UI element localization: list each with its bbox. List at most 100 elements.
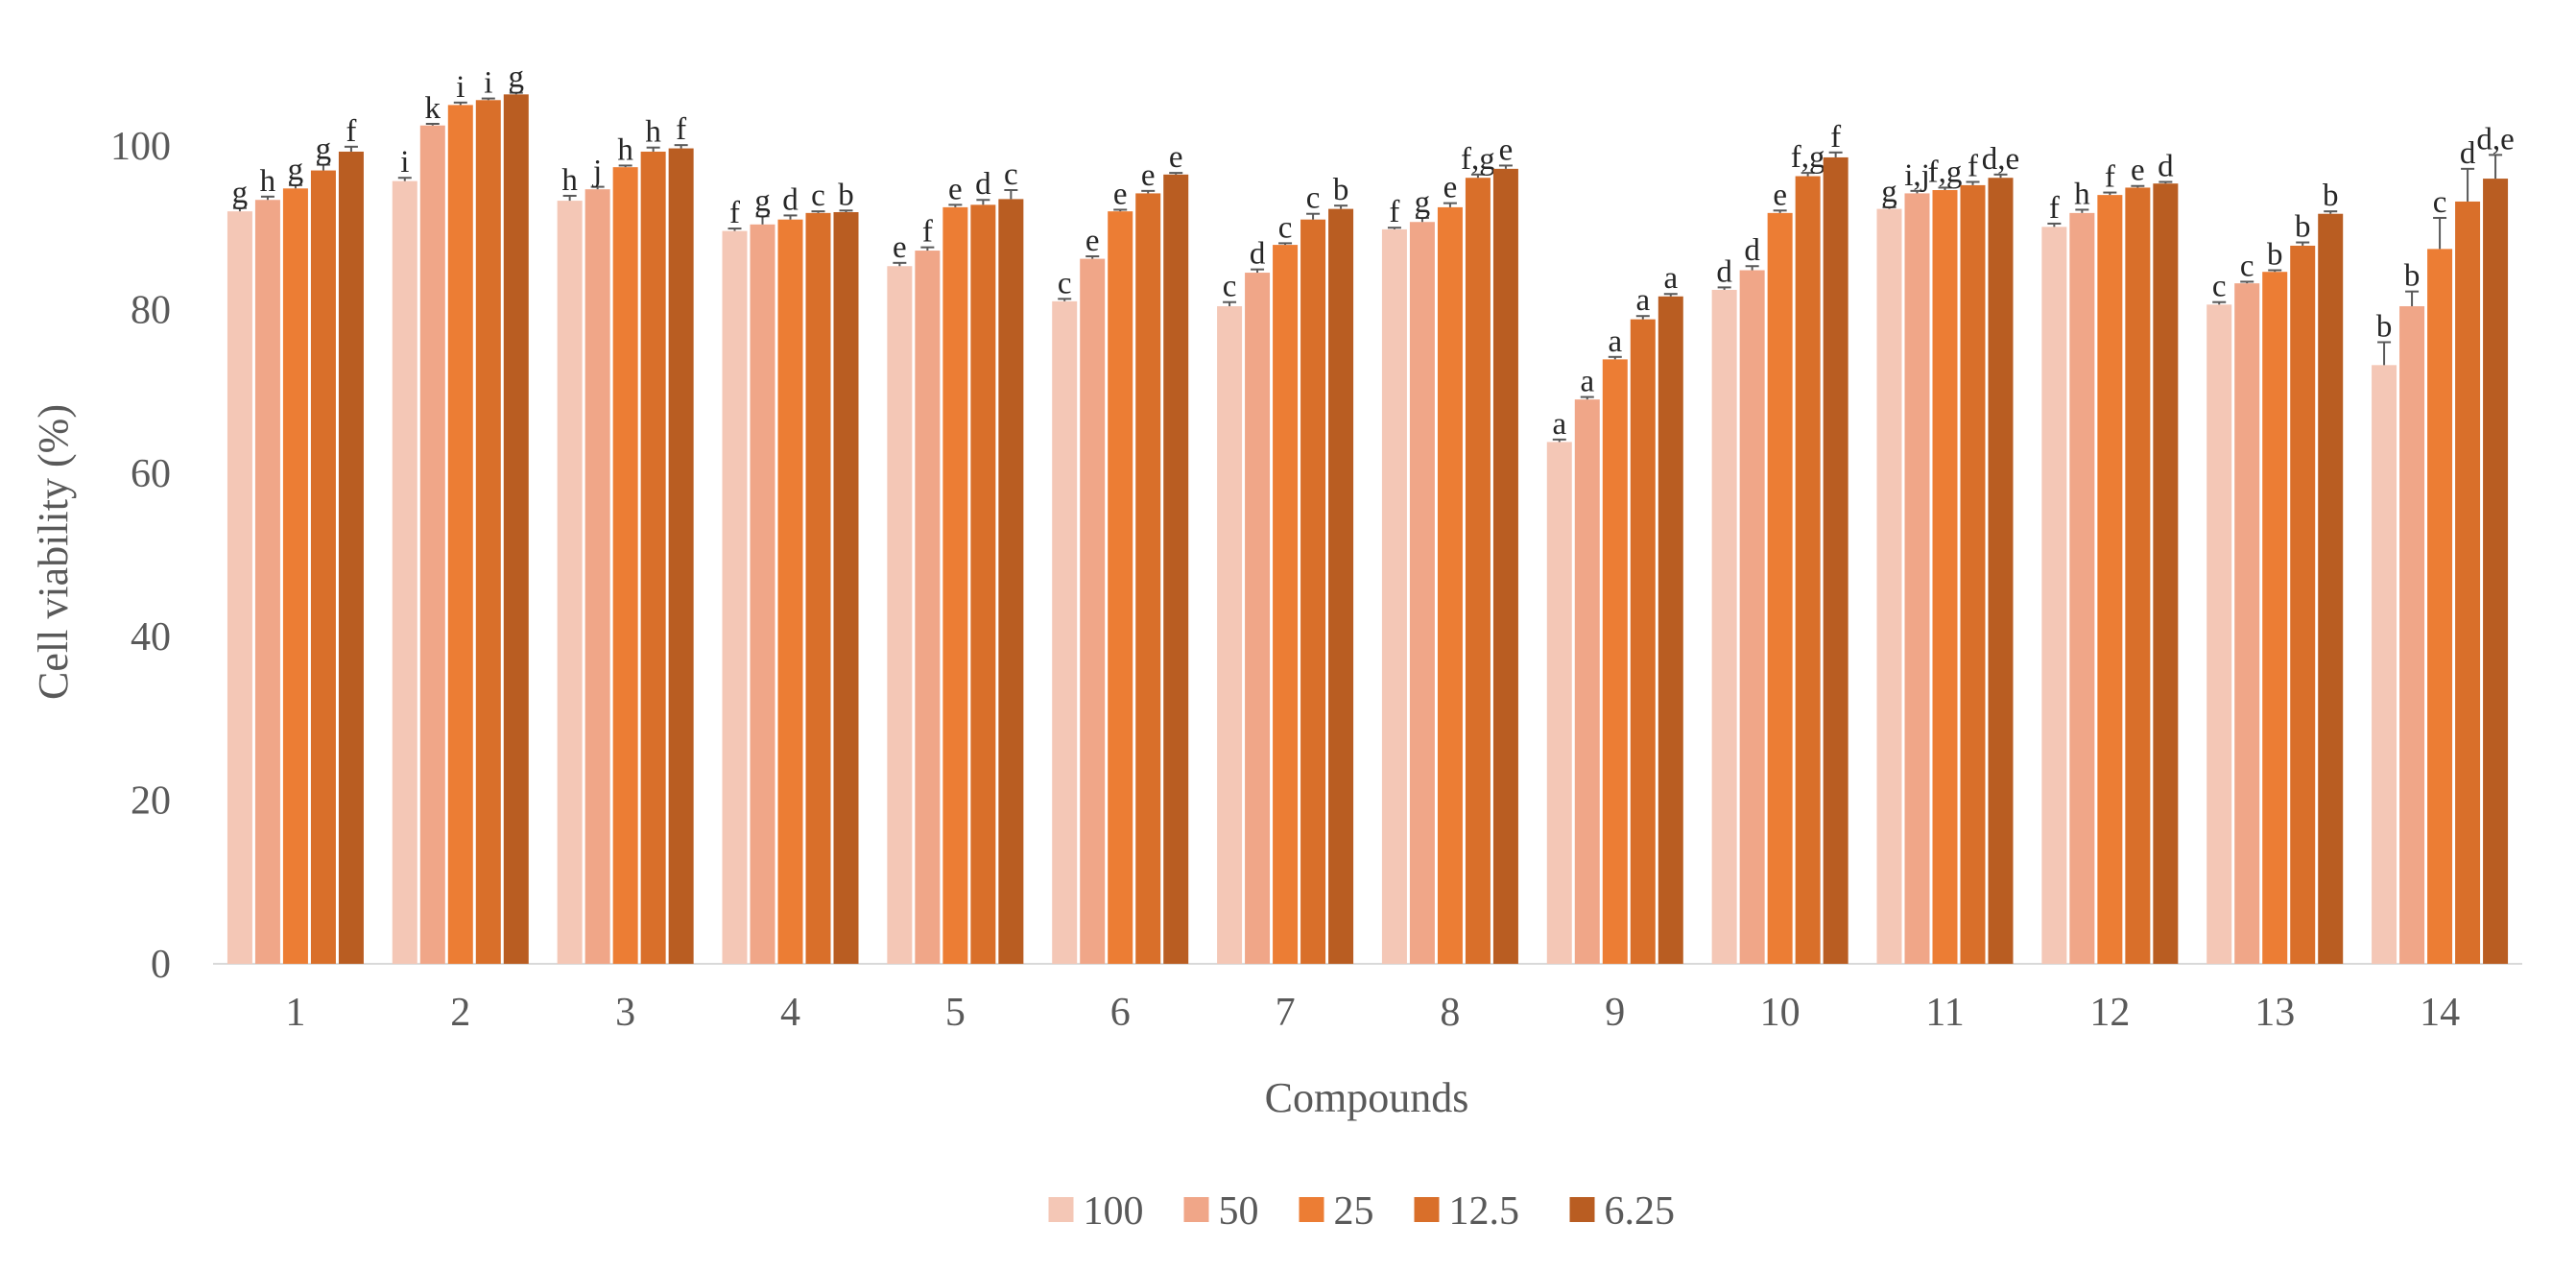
- significance-label: g: [1415, 185, 1431, 220]
- significance-label: h: [645, 115, 661, 150]
- legend-label: 25: [1334, 1189, 1374, 1234]
- bar: [1960, 184, 1986, 964]
- bar: [2427, 249, 2453, 964]
- y-tick-label: 0: [151, 943, 171, 987]
- bar: [2455, 201, 2481, 964]
- y-axis-title: Cell viability (%): [30, 404, 77, 700]
- significance-label: j: [592, 155, 602, 189]
- y-tick-label: 80: [131, 288, 171, 332]
- significance-label: a: [1635, 283, 1650, 318]
- significance-label: e: [1169, 140, 1183, 175]
- significance-label: g: [232, 176, 249, 210]
- significance-label: d: [2460, 136, 2476, 171]
- significance-label: e: [1443, 171, 1458, 205]
- x-axis-ticks: 1 2 3 4 5 6 7 8 9 10 11 12 13 14: [285, 991, 2460, 1035]
- bar: [282, 188, 308, 964]
- significance-label: c: [1223, 270, 1237, 304]
- legend-label: 12.5: [1449, 1189, 1520, 1234]
- significance-label: e: [2131, 154, 2145, 188]
- bar: [1823, 156, 1849, 965]
- significance-label: a: [1580, 365, 1594, 399]
- bar: [887, 266, 913, 964]
- legend-item: 25: [1299, 1189, 1374, 1234]
- bar: [2262, 272, 2288, 964]
- x-tick-label: 12: [2089, 991, 2130, 1035]
- significance-label: k: [425, 91, 441, 126]
- x-tick-label: 7: [1276, 991, 1296, 1035]
- bar: [1988, 178, 2014, 964]
- bar: [2125, 187, 2151, 964]
- significance-label: i: [456, 70, 465, 105]
- significance-label: f: [1389, 195, 1399, 229]
- bar: [447, 105, 473, 964]
- bar: [915, 251, 941, 964]
- legend-swatch: [1569, 1197, 1595, 1222]
- y-tick-label: 20: [131, 779, 171, 824]
- bar: [2372, 365, 2397, 964]
- significance-label: e: [1113, 177, 1128, 211]
- legend-label: 100: [1084, 1189, 1144, 1234]
- bar: [1409, 222, 1435, 965]
- significance-label: c: [2240, 249, 2254, 283]
- bar: [1932, 190, 1958, 964]
- significance-label: b: [838, 178, 854, 212]
- significance-label: f: [1830, 120, 1841, 155]
- bar: [722, 230, 748, 964]
- significance-label: d: [1716, 254, 1732, 289]
- x-tick-label: 5: [945, 991, 966, 1035]
- bar: [1381, 228, 1407, 965]
- significance-label: a: [1552, 407, 1566, 442]
- bar: [2153, 183, 2179, 964]
- bar: [2318, 213, 2344, 964]
- significance-label: b: [2267, 238, 2283, 273]
- legend-item: 12.5: [1414, 1189, 1520, 1234]
- bar: [254, 200, 280, 964]
- legend-item: 100: [1048, 1189, 1144, 1234]
- bar: [612, 167, 638, 965]
- legend-swatch: [1299, 1197, 1324, 1222]
- y-tick-label: 100: [110, 125, 171, 169]
- significance-label: e: [1773, 178, 1787, 212]
- legend-label: 6.25: [1605, 1189, 1676, 1234]
- bar: [475, 100, 501, 964]
- legend: 100 50 25 12.5 6.25: [1048, 1189, 1676, 1234]
- x-tick-label: 14: [2420, 991, 2460, 1035]
- significance-label: f: [2049, 191, 2060, 226]
- significance-label: e: [893, 230, 907, 265]
- significance-label: f: [1968, 149, 1978, 183]
- bar: [2234, 283, 2260, 964]
- significance-label: d: [975, 167, 991, 202]
- legend-swatch: [1414, 1197, 1440, 1222]
- y-tick-label: 60: [131, 452, 171, 496]
- bar: [833, 212, 859, 965]
- y-axis-ticks: 0 20 40 60 80 100: [110, 125, 171, 987]
- significance-label: f,g: [1461, 142, 1495, 177]
- bar: [1108, 211, 1133, 964]
- significance-label: c: [1004, 157, 1018, 192]
- bar: [419, 125, 445, 964]
- bar: [1795, 176, 1821, 965]
- significance-label: i: [484, 66, 492, 101]
- significance-label: h: [561, 163, 578, 198]
- bar: [2097, 195, 2123, 964]
- significance-label: f: [676, 112, 686, 147]
- significance-label: a: [1608, 324, 1622, 359]
- x-tick-label: 6: [1110, 991, 1131, 1035]
- significance-label: g: [1881, 175, 1897, 209]
- legend-swatch: [1183, 1197, 1209, 1222]
- significance-label: h: [2074, 177, 2090, 211]
- significance-label: c: [1278, 210, 1293, 245]
- bar: [750, 224, 775, 965]
- significance-label: h: [617, 132, 633, 167]
- significance-label: f,g: [1928, 155, 1963, 189]
- significance-label: d,e: [1982, 142, 2019, 177]
- significance-label: d: [1250, 237, 1266, 272]
- bar: [1602, 359, 1628, 964]
- bar: [227, 211, 252, 964]
- significance-label: f,g: [1791, 140, 1825, 175]
- significance-label: c: [811, 179, 825, 213]
- x-tick-label: 4: [780, 991, 800, 1035]
- significance-label: e: [1085, 224, 1100, 258]
- bar: [2483, 179, 2509, 964]
